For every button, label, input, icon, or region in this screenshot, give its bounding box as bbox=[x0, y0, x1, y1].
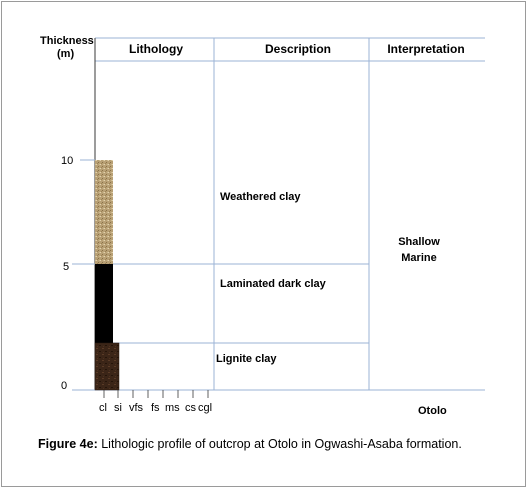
thickness-label-line1: Thickness bbox=[40, 35, 94, 47]
location-label: Otolo bbox=[418, 405, 447, 417]
layer-lignite-clay bbox=[94, 342, 120, 391]
description-weathered-clay: Weathered clay bbox=[220, 191, 301, 203]
grain-ms: ms bbox=[165, 402, 180, 414]
grain-fs: fs bbox=[151, 402, 160, 414]
tick-label-10: 10 bbox=[61, 155, 73, 167]
interpretation-line1: Shallow bbox=[398, 236, 440, 248]
layer-weathered-clay bbox=[95, 160, 113, 264]
caption-label: Figure 4e: bbox=[38, 437, 98, 451]
grain-cs: cs bbox=[185, 402, 197, 414]
grain-cl: cl bbox=[99, 402, 107, 414]
figure-caption: Figure 4e: Lithologic profile of outcrop… bbox=[38, 436, 492, 453]
col-lithology-header: Lithology bbox=[129, 42, 183, 56]
layer-laminated-dark-clay bbox=[95, 264, 113, 343]
thickness-label-line2: (m) bbox=[57, 48, 74, 60]
col-description-header: Description bbox=[265, 42, 331, 56]
grain-vfs: vfs bbox=[129, 402, 144, 414]
description-laminated-dark-clay: Laminated dark clay bbox=[220, 278, 327, 290]
tick-label-0: 0 bbox=[61, 380, 67, 392]
interpretation-line2: Marine bbox=[401, 252, 436, 264]
grain-si: si bbox=[114, 402, 122, 414]
description-lignite-clay: Lignite clay bbox=[216, 353, 277, 365]
grain-size-ticks bbox=[103, 390, 209, 398]
caption-text: Lithologic profile of outcrop at Otolo i… bbox=[97, 437, 462, 451]
grain-cgl: cgl bbox=[198, 402, 212, 414]
tick-label-5: 5 bbox=[63, 261, 69, 273]
col-interpretation-header: Interpretation bbox=[387, 42, 464, 56]
